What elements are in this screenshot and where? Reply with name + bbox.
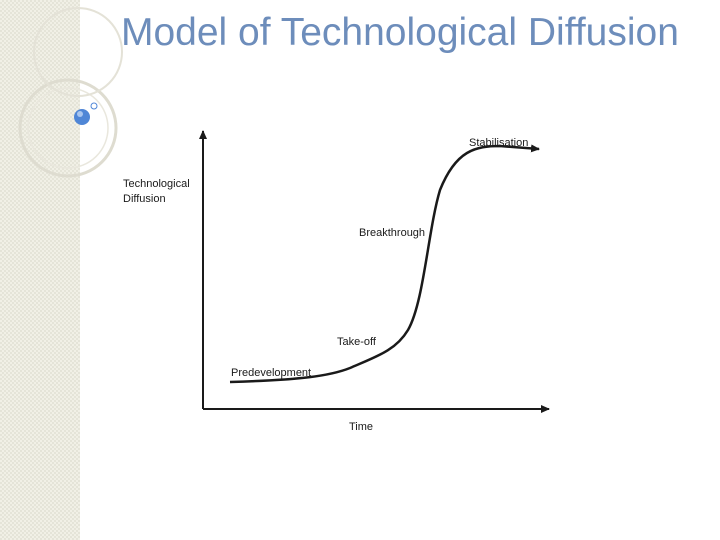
y-axis-label-line2: Diffusion bbox=[123, 193, 166, 205]
x-axis-label: Time bbox=[349, 421, 373, 433]
stage-label-predevelopment: Predevelopment bbox=[231, 367, 311, 379]
stage-label-takeoff: Take-off bbox=[337, 336, 377, 348]
ornament-ring-top bbox=[33, 7, 123, 97]
ornament-circles bbox=[18, 7, 123, 178]
ornament-dot-highlight bbox=[77, 111, 83, 117]
ornament-ring-inner bbox=[27, 87, 109, 169]
ornament-ring-large bbox=[18, 78, 118, 178]
stage-label-stabilisation: Stabilisation bbox=[469, 137, 528, 149]
ornament-small-ring bbox=[90, 102, 98, 110]
y-axis-label-line1: Technological bbox=[123, 178, 190, 190]
stage-label-breakthrough: Breakthrough bbox=[359, 227, 425, 239]
diffusion-s-curve bbox=[229, 144, 540, 384]
slide-title: Model of Technological Diffusion bbox=[121, 11, 679, 54]
